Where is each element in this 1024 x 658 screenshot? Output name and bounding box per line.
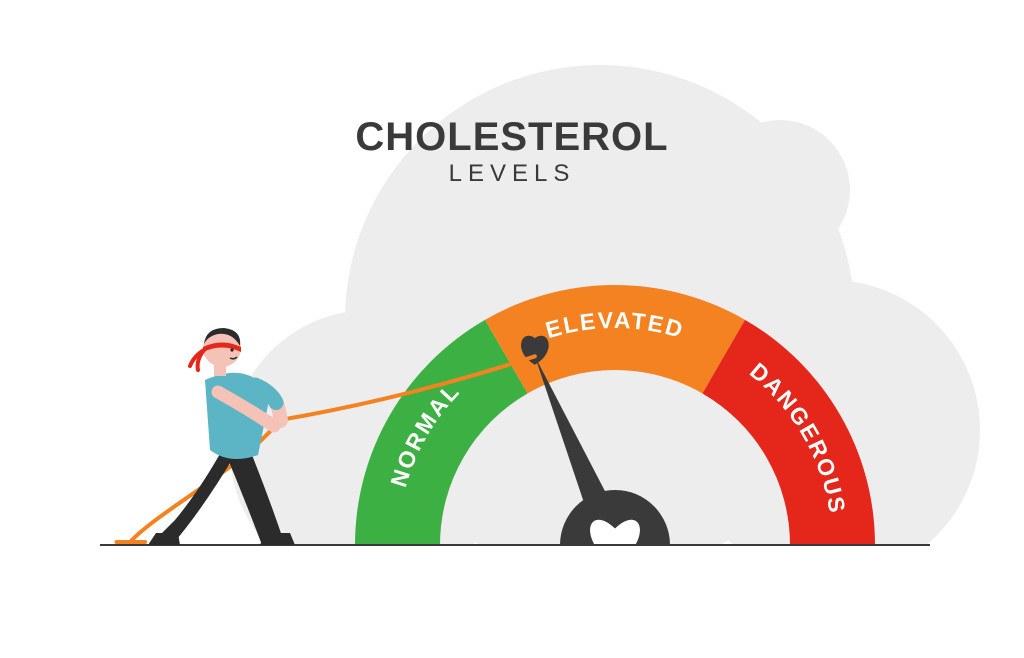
title-block: CHOLESTEROL LEVELS [0,115,1024,188]
title-main: CHOLESTEROL [0,115,1024,160]
title-sub: LEVELS [0,160,1024,188]
infographic-canvas: NORMALELEVATEDDANGEROUS [0,0,1024,658]
